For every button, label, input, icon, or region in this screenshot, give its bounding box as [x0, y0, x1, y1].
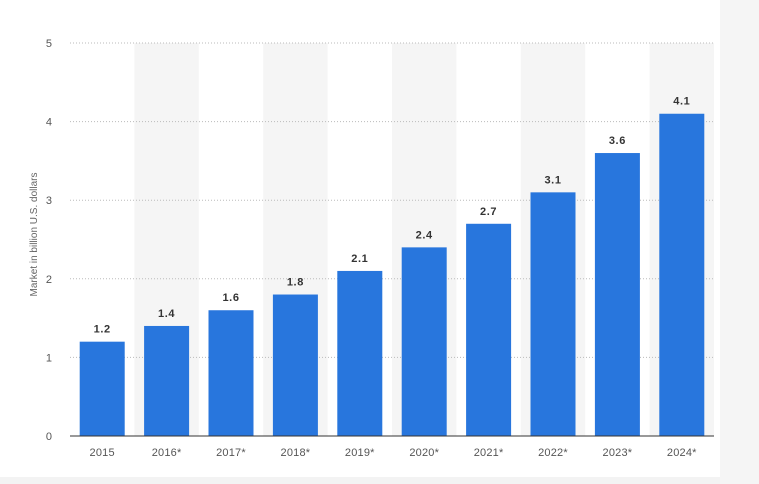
data-label: 4.1 [673, 96, 690, 108]
data-label: 2.4 [416, 229, 433, 241]
bar [337, 270, 383, 436]
data-label: 3.6 [609, 135, 626, 147]
y-tick-label: 2 [46, 274, 52, 286]
page-right-margin [720, 0, 759, 484]
data-label: 1.8 [287, 277, 304, 289]
bar [659, 113, 705, 437]
bar [79, 341, 125, 436]
bar [208, 310, 254, 436]
bar [466, 223, 512, 436]
x-tick-label: 2017* [216, 447, 246, 459]
y-tick-label: 0 [46, 431, 52, 443]
y-tick-label: 3 [46, 195, 52, 207]
data-label: 2.1 [351, 253, 368, 265]
x-tick-label: 2016* [152, 447, 182, 459]
data-label: 2.7 [480, 206, 497, 218]
bar [272, 294, 318, 436]
x-tick-label: 2021* [474, 447, 504, 459]
x-tick-label: 2019* [345, 447, 375, 459]
x-tick-label: 2020* [409, 447, 439, 459]
bar [144, 325, 190, 436]
x-tick-label: 2022* [538, 447, 568, 459]
y-tick-label: 5 [46, 38, 52, 50]
x-tick-label: 2015 [90, 447, 115, 459]
data-label: 1.2 [94, 324, 111, 336]
data-labels: 1.2 1.4 1.6 1.8 2.1 2.4 2.7 3.1 3.6 4.1 [94, 96, 690, 336]
bar [594, 153, 640, 437]
x-axis-ticks: 2015 2016* 2017* 2018* 2019* 2020* 2021* 2022* 2… [90, 447, 697, 459]
gridlines [70, 42, 714, 358]
y-tick-label: 4 [46, 117, 52, 129]
bar [530, 192, 576, 436]
x-tick-label: 2018* [281, 447, 311, 459]
y-tick-label: 1 [46, 352, 52, 364]
bars [79, 113, 705, 437]
x-tick-label: 2024* [667, 447, 697, 459]
data-label: 1.6 [222, 292, 239, 304]
data-label: 3.1 [544, 174, 561, 186]
x-tick-label: 2023* [603, 447, 633, 459]
bar [401, 247, 447, 436]
y-axis-ticks: 0 1 2 3 4 5 [46, 38, 52, 443]
data-label: 1.4 [158, 308, 175, 320]
y-axis-label: Market in billion U.S. dollars [29, 173, 40, 297]
